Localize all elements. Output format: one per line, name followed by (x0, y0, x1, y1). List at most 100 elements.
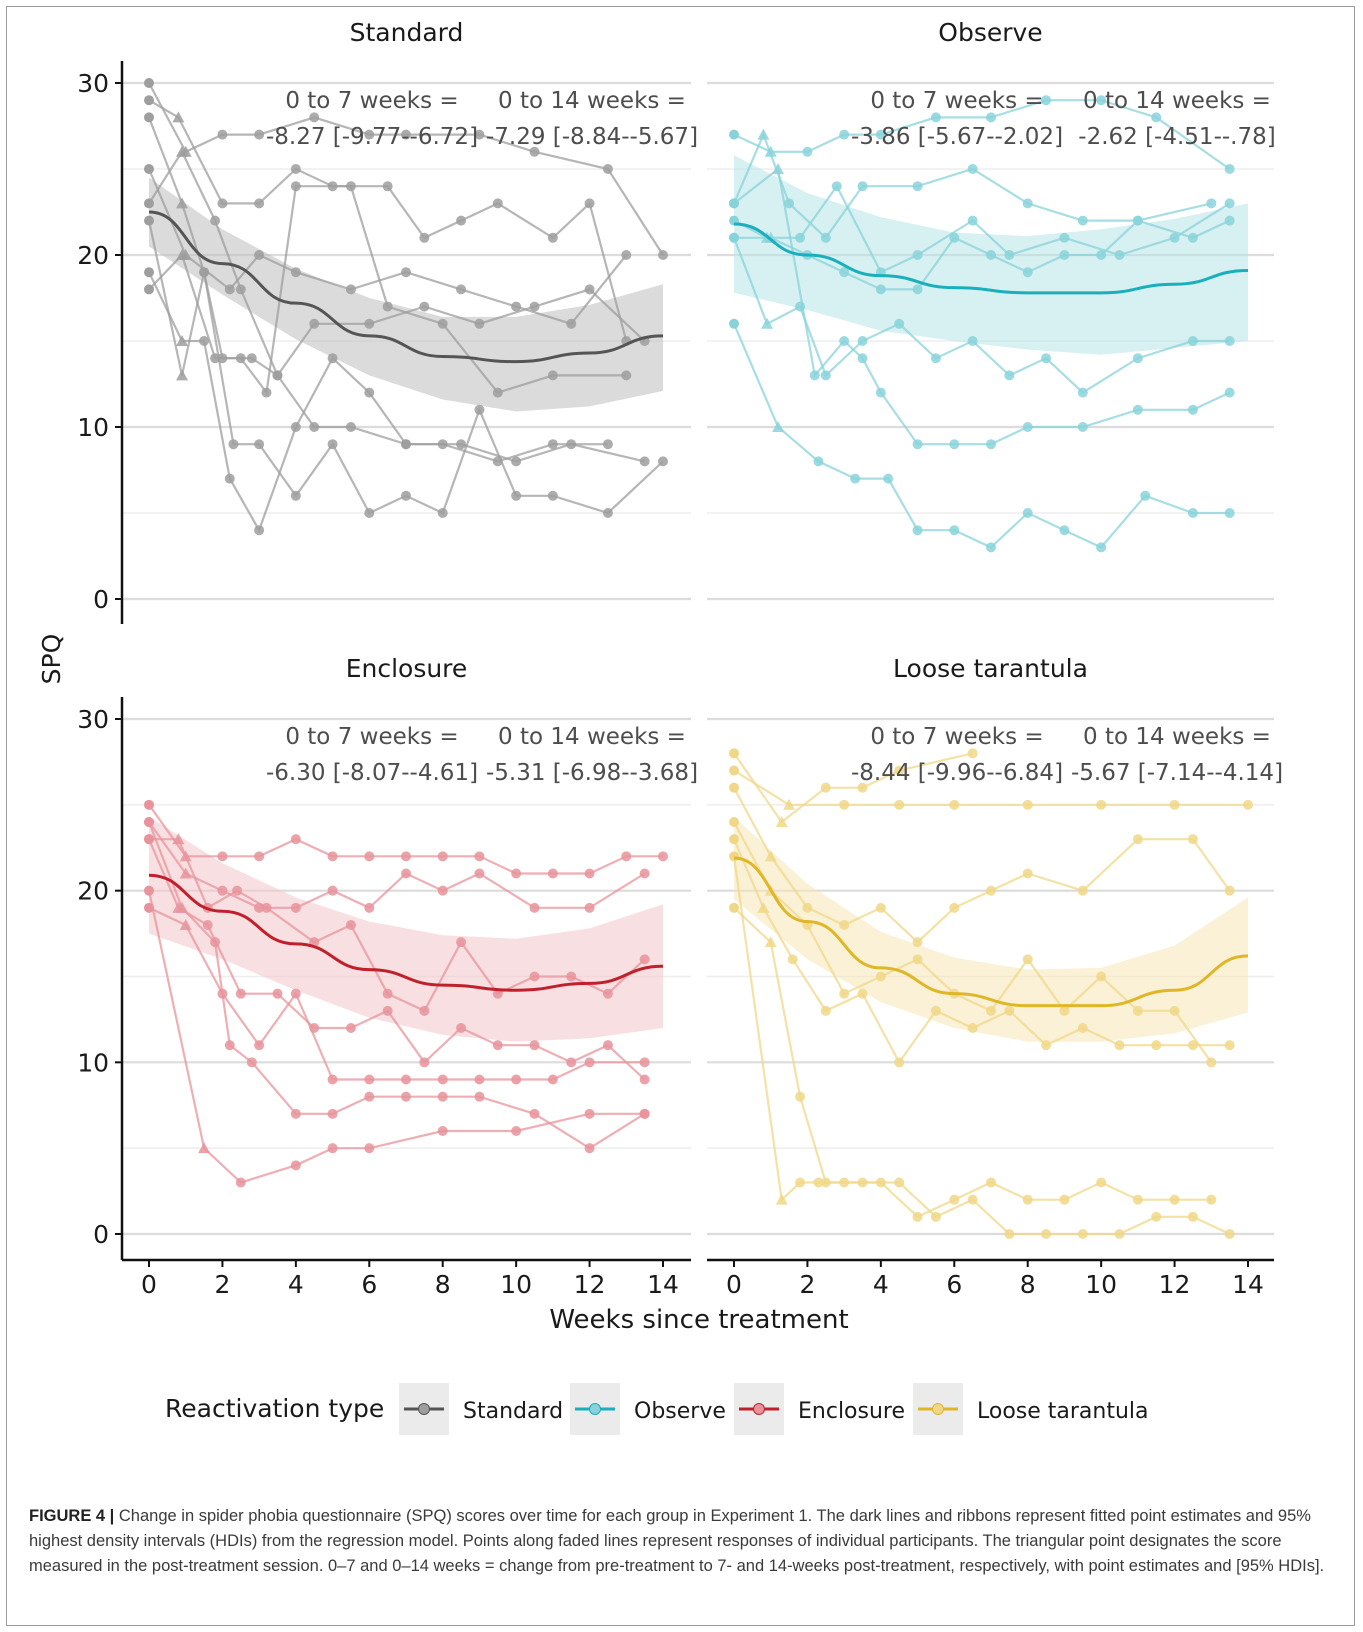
data-point (327, 1143, 338, 1154)
data-point (930, 1005, 941, 1016)
participant-4 (729, 817, 1217, 1068)
data-point (967, 336, 978, 346)
data-point (364, 508, 375, 518)
data-point (857, 353, 868, 364)
data-point (309, 318, 320, 329)
participant-line (147, 821, 646, 1150)
data-point (1022, 422, 1033, 432)
legend-item-loose-tarantula: Loose tarantula (913, 1383, 1149, 1435)
x-axis-title: Weeks since treatment (549, 1305, 848, 1335)
participant-1 (144, 799, 668, 879)
annotation-value: -8.27 [-9.77--6.72] (266, 124, 478, 150)
data-point (345, 181, 356, 192)
data-point (210, 215, 221, 226)
data-point (364, 1074, 375, 1085)
data-point (912, 954, 923, 965)
caption-text: Change in spider phobia questionnaire (S… (29, 1507, 1325, 1575)
x-tick-label: 4 (288, 1270, 304, 1299)
data-point (584, 902, 595, 913)
participant-3 (144, 164, 632, 329)
data-point (566, 971, 577, 982)
participant-7 (144, 902, 650, 1085)
annotation-value: -6.30 [-8.07--4.61] (266, 760, 478, 786)
data-point (364, 318, 375, 329)
data-point (254, 525, 265, 536)
data-point (1114, 1229, 1125, 1239)
legend-item-observe: Observe (570, 1383, 726, 1435)
post-treatment-point (176, 145, 189, 157)
x-tick-label: 10 (1085, 1270, 1117, 1299)
post-treatment-point (176, 249, 189, 260)
data-point (658, 250, 668, 260)
data-point (967, 164, 978, 174)
data-point (584, 1108, 595, 1119)
post-treatment-point (198, 1142, 211, 1154)
data-point (261, 902, 272, 913)
data-point (1224, 885, 1235, 896)
data-point (802, 146, 813, 157)
participant-7 (729, 318, 1235, 553)
data-point (547, 490, 558, 501)
x-tick-label: 6 (946, 1270, 962, 1299)
data-point (729, 198, 739, 209)
data-point (547, 1074, 558, 1085)
data-point (1022, 508, 1033, 518)
data-point (382, 1005, 393, 1016)
data-point (639, 1057, 650, 1068)
data-point (883, 473, 894, 484)
data-point (639, 1074, 650, 1085)
legend-title: Reactivation type (165, 1394, 384, 1423)
participant-4 (144, 834, 650, 1085)
participant-line (147, 890, 645, 1184)
post-treatment-point (761, 317, 774, 329)
post-treatment-point (772, 163, 785, 174)
data-point (1022, 799, 1033, 810)
data-point (144, 215, 154, 226)
data-point (566, 439, 577, 450)
data-point (875, 971, 886, 982)
data-point (912, 937, 923, 948)
data-point (1151, 1040, 1162, 1051)
annotation-label: 0 to 7 weeks = (870, 88, 1043, 114)
data-point (787, 954, 798, 965)
data-point (345, 920, 356, 930)
facet-title-observe: Observe (938, 18, 1042, 47)
data-point (1022, 954, 1033, 965)
x-tick-label: 12 (574, 1270, 606, 1299)
annotation-label: 0 to 14 weeks = (498, 724, 686, 750)
participant-line (733, 167, 1231, 446)
post-treatment-point (757, 128, 770, 140)
data-point (246, 1057, 257, 1068)
participant-5 (144, 112, 613, 467)
data-point (401, 490, 411, 501)
data-point (290, 902, 301, 913)
data-point (1096, 542, 1107, 553)
y-tick-label: 30 (77, 69, 109, 98)
data-point (729, 834, 739, 845)
data-point (1206, 198, 1217, 209)
data-point (254, 851, 265, 862)
data-point (1004, 1005, 1015, 1016)
data-point (729, 318, 739, 329)
data-point (1140, 490, 1151, 501)
x-tick-label: 2 (799, 1270, 815, 1299)
fit-line (148, 210, 664, 364)
participant-2 (729, 765, 1253, 810)
data-point (511, 456, 522, 467)
post-treatment-point (179, 919, 192, 930)
data-point (1096, 1177, 1107, 1188)
data-point (813, 456, 824, 467)
data-point (401, 1074, 411, 1085)
data-point (949, 1194, 960, 1205)
caption-label: FIGURE 4 | (29, 1507, 115, 1525)
participant-6 (144, 885, 650, 1188)
data-point (1206, 1194, 1217, 1205)
data-point (364, 1143, 375, 1154)
participant-line (733, 184, 1231, 274)
post-treatment-point (783, 798, 796, 810)
data-point (967, 215, 978, 226)
data-point (986, 1005, 996, 1016)
data-point (875, 129, 886, 140)
data-point (382, 301, 393, 312)
data-point (894, 1177, 905, 1188)
